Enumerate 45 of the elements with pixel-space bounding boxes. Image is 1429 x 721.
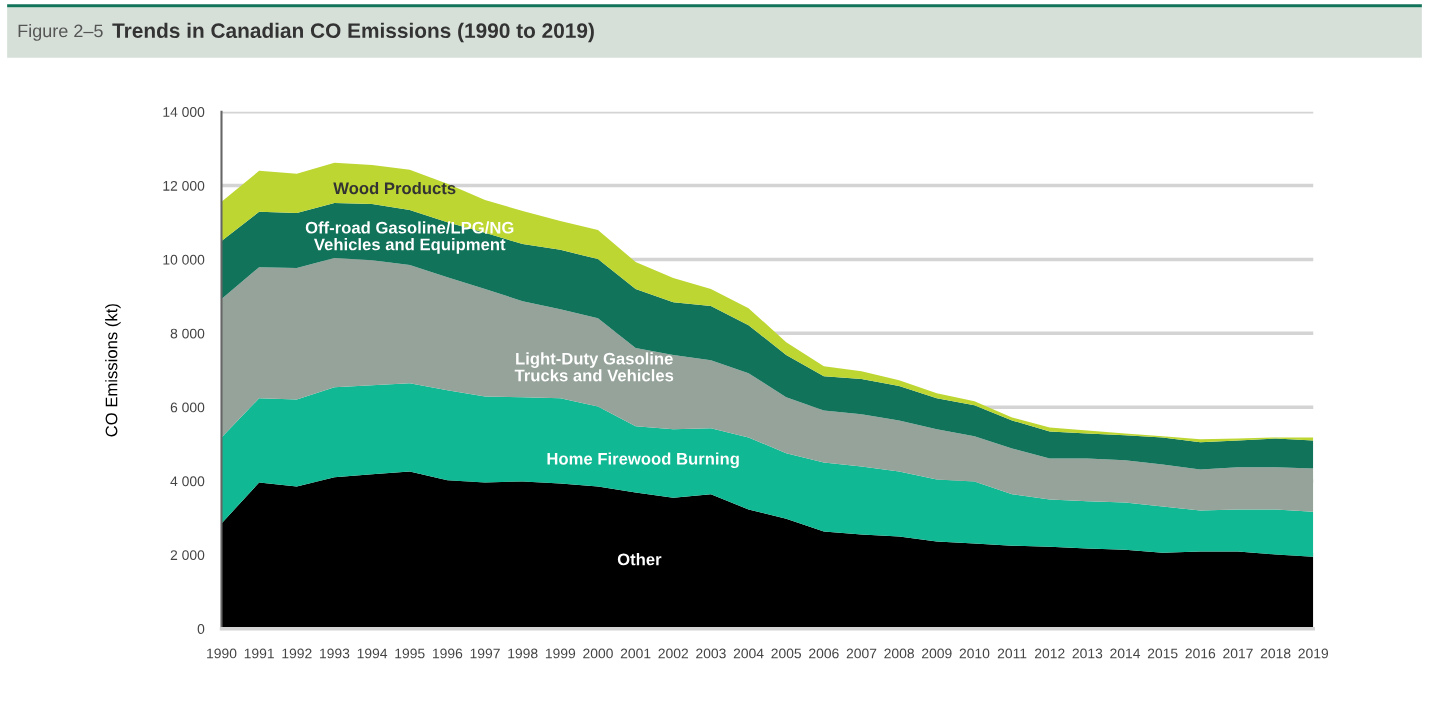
x-tick-label: 1998 [508,648,538,659]
y-tick-label: 6 000 [170,402,205,413]
y-axis-title: CO Emissions (kt) [105,304,121,437]
x-tick-label: 2008 [884,648,914,659]
y-tick-label: 8 000 [170,328,205,339]
y-tick-label: 4 000 [170,476,205,487]
x-tick-label: 2005 [771,648,802,659]
x-tick-label: 1994 [357,648,388,659]
x-tick-label: 2002 [658,648,689,659]
series-label: Home Firewood Burning [547,452,739,469]
x-tick-label: 1992 [282,648,312,659]
caption: Figure 2–5 [18,24,103,41]
x-tick-label: 2014 [1110,648,1141,659]
x-tick-label: 2013 [1072,648,1103,659]
chart-title: Trends in Canadian CO Emissions (1990 to 2019) [112,22,594,43]
x-tick-label: 2012 [1034,648,1065,659]
x-tick-label: 2016 [1185,648,1216,659]
x-tick-label: 2010 [959,648,990,659]
x-tick-label: 2006 [809,648,839,659]
x-tick-label: 1990 [207,648,237,659]
y-tick-label: 14 000 [163,107,205,117]
x-tick-label: 1993 [320,648,350,659]
x-tick-label: 2003 [696,648,726,659]
x-tick-label: 2019 [1298,648,1329,659]
x-tick-label: 1991 [244,648,274,659]
x-tick-label: 2009 [922,648,952,659]
x-tick-label: 2000 [583,648,613,659]
series-label: Other [617,553,662,566]
y-tick-label: 0 [197,624,205,634]
y-tick-label: 12 000 [163,180,205,191]
x-tick-label: 1997 [470,648,500,659]
x-tick-label: 2007 [846,648,877,659]
x-tick-label: 2011 [997,648,1027,659]
y-tick-label: 10 000 [163,254,205,265]
series-label: Wood Products [333,181,456,195]
x-tick-label: 2015 [1147,648,1178,659]
series-label: Light-Duty Gasoline Trucks and Vehicles [514,352,674,382]
x-tick-label: 1996 [432,648,463,659]
x-tick-label: 1999 [545,648,576,659]
x-tick-label: 2017 [1223,648,1253,659]
y-tick-label: 2 000 [170,550,205,561]
x-tick-label: 2001 [620,648,651,659]
x-tick-label: 1995 [395,648,425,659]
x-tick-label: 2018 [1260,648,1291,659]
x-tick-label: 2004 [733,648,764,659]
